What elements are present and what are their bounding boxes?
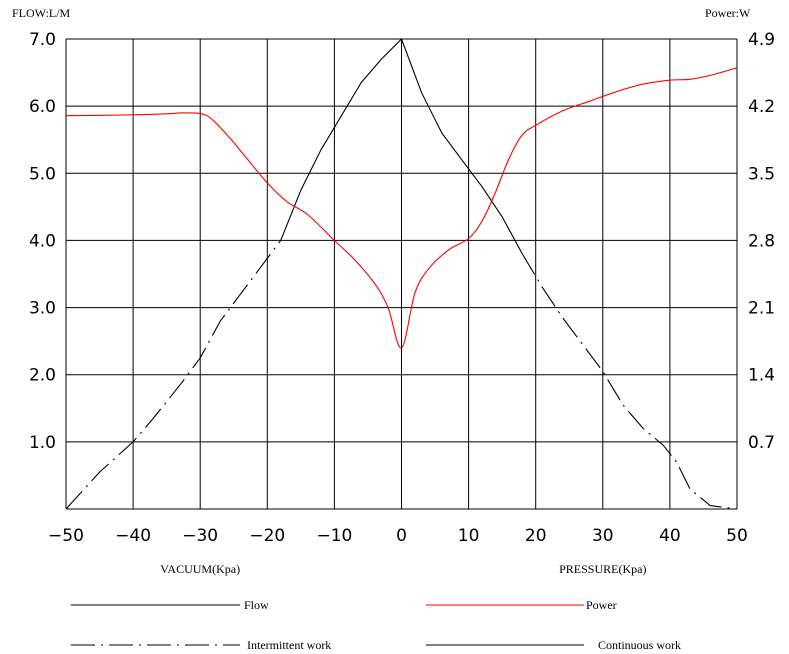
right-axis-title: Power:W [705,6,751,20]
y-right-tick-label: 3.5 [748,164,775,184]
legend-intermittent-label: Intermittent work [247,638,331,652]
y-right-tick-label: 0.7 [748,433,775,453]
y-right-tick-label: 4.2 [748,97,775,117]
grid [65,38,738,510]
legend-power-label: Power [586,598,617,612]
x-tick-label: 40 [659,526,681,546]
axis-section-label: PRESSURE(Kpa) [559,562,646,576]
x-tick-label: 30 [592,526,614,546]
x-tick-label: 20 [525,526,547,546]
y-left-tick-label: 6.0 [29,97,56,117]
y-left-tick-label: 5.0 [29,164,56,184]
flow-continuous-line [280,38,523,255]
tick-labels: −50 −40 −30 −20 −10 0 10 20 30 40 50 1.0 2.0 3.0 4.0 5.… [29,30,775,546]
x-tick-label: −20 [249,526,285,546]
x-tick-label: 50 [726,526,748,546]
axis-section-label: VACUUM(Kpa) [160,562,240,576]
x-tick-label: −40 [115,526,151,546]
y-left-tick-label: 2.0 [29,366,56,386]
legend-continuous-label: Continuous work [598,638,681,652]
y-left-tick-label: 3.0 [29,299,56,319]
y-right-tick-label: 4.9 [748,30,775,50]
y-right-tick-label: 1.4 [748,366,775,386]
left-axis-title: FLOW:L/M [12,6,71,20]
y-left-tick-label: 1.0 [29,433,56,453]
section-labels: VACUUM(Kpa) PRESSURE(Kpa) [160,562,646,576]
legend-flow-label: Flow [244,598,269,612]
x-tick-label: −10 [316,526,352,546]
flow-intermittent-line [521,253,738,510]
y-left-tick-label: 4.0 [29,231,56,251]
x-tick-label: −30 [182,526,218,546]
x-tick-label: 0 [396,526,407,546]
legend: Flow Power Intermittent work Continuous wor… [71,598,681,652]
x-tick-label: 10 [458,526,480,546]
power-line [65,67,738,349]
y-right-tick-label: 2.1 [748,299,775,319]
y-right-tick-label: 2.8 [748,231,775,251]
x-tick-label: −50 [48,526,84,546]
y-left-tick-label: 7.0 [29,30,56,50]
data-series [65,38,738,510]
